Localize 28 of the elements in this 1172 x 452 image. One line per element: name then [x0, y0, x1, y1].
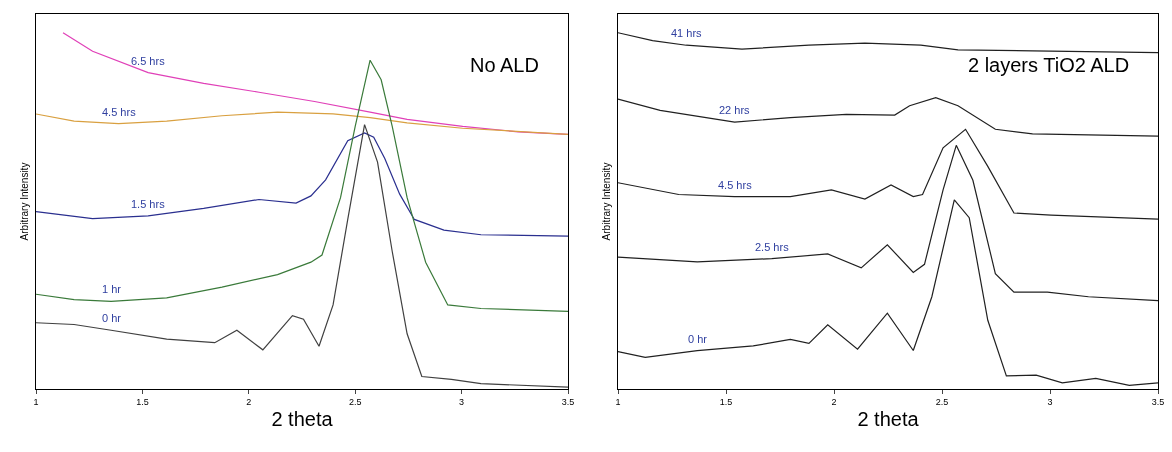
- x-tick-label: 3: [1047, 396, 1053, 407]
- y-axis-title: Arbitrary Intensity: [19, 162, 30, 241]
- x-tick-label: 2.5: [348, 396, 362, 407]
- x-tick-label: 2: [246, 396, 252, 407]
- x-tick-label: 3.5: [1151, 396, 1165, 407]
- x-tick-label: 2: [831, 396, 837, 407]
- x-axis-title: 2 theta: [857, 408, 920, 431]
- series-label: 2.5 hrs: [755, 241, 790, 253]
- series-label: 0 hr: [688, 333, 708, 345]
- text: 2 layers TiO2 ALD: [968, 54, 1130, 76]
- series-label: 4.5 hrs: [718, 179, 753, 191]
- series-label: 1.5 hrs: [131, 198, 166, 210]
- y-axis-title: Arbitrary Intensity: [601, 162, 612, 241]
- x-tick-label: 3.5: [561, 396, 575, 407]
- x-tick-label: 2.5: [935, 396, 949, 407]
- x-tick-label: 1.5: [719, 396, 733, 407]
- x-axis-title: 2 theta: [271, 408, 334, 431]
- series-label: 41 hrs: [671, 27, 703, 39]
- text: No ALD: [470, 54, 539, 76]
- series-label: 1 hr: [102, 283, 122, 295]
- series-label: 4.5 hrs: [102, 106, 137, 118]
- series-label: 6.5 hrs: [131, 55, 166, 67]
- x-tick-label: 1.5: [136, 396, 149, 407]
- x-tick-label: 1: [33, 396, 39, 407]
- x-tick-label: 3: [459, 396, 465, 407]
- x-tick-label: 1: [615, 396, 621, 407]
- series-label: 0 hr: [102, 312, 122, 324]
- series-label: 22 hrs: [719, 104, 751, 116]
